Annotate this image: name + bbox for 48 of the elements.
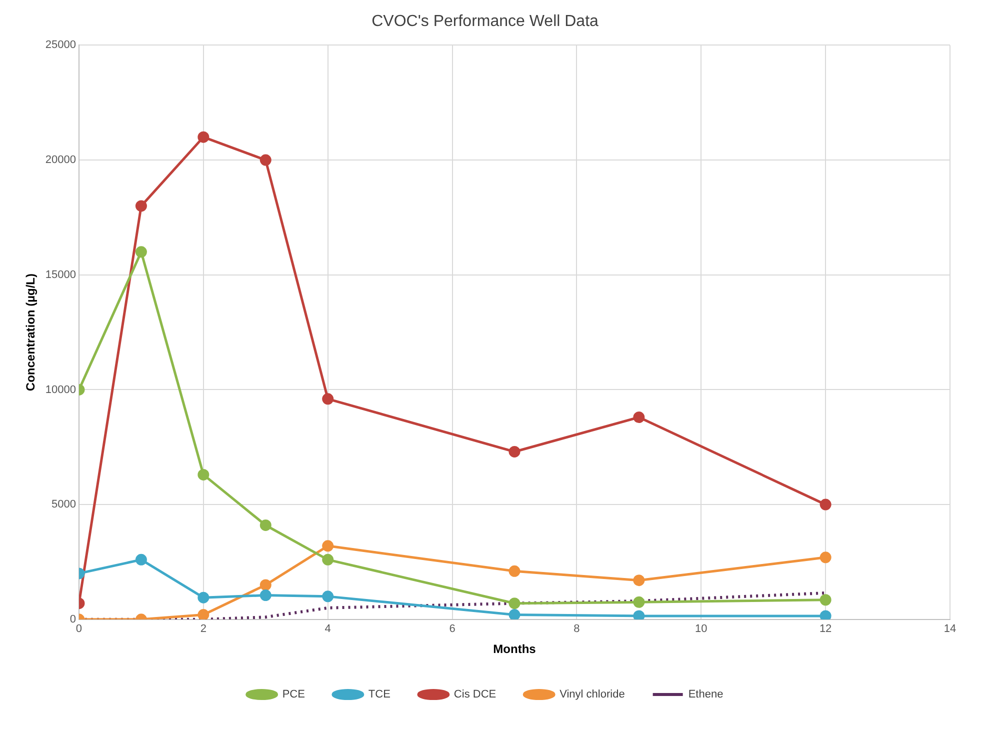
- y-tick-label: 20000: [45, 154, 76, 166]
- x-tick-label: 8: [574, 623, 580, 636]
- y-axis-title: Concentration (µg/L): [24, 274, 38, 392]
- point: [322, 393, 334, 405]
- legend-label: TCE: [368, 688, 390, 701]
- point: [198, 131, 210, 143]
- point: [322, 554, 334, 566]
- legend-label: Vinyl chloride: [560, 688, 625, 701]
- point: [260, 519, 272, 531]
- point: [260, 154, 272, 166]
- point: [135, 200, 147, 212]
- x-tick-label: 10: [695, 623, 708, 636]
- point: [508, 446, 520, 458]
- legend-label: PCE: [282, 688, 305, 701]
- point: [198, 468, 210, 480]
- y-tick-label: 15000: [45, 268, 76, 281]
- point: [198, 609, 210, 620]
- x-tick-label: 2: [200, 623, 206, 636]
- point: [260, 590, 272, 602]
- legend-label: Ethene: [688, 688, 724, 701]
- point: [820, 552, 832, 564]
- x-tick-label: 14: [944, 623, 956, 636]
- point: [633, 596, 645, 608]
- point: [135, 554, 147, 566]
- y-tick-label: 0: [70, 613, 76, 626]
- point: [633, 412, 645, 424]
- legend-label: Cis DCE: [454, 688, 496, 701]
- point: [820, 498, 832, 510]
- x-tick-label: 6: [449, 623, 456, 636]
- point: [322, 540, 334, 552]
- y-tick-label: 25000: [45, 39, 76, 52]
- x-tick-label: 4: [324, 623, 331, 636]
- point: [260, 579, 272, 591]
- point: [820, 610, 832, 620]
- y-tick-label: 10000: [45, 384, 76, 396]
- y-tick-label: 5000: [52, 498, 76, 511]
- point: [198, 592, 210, 604]
- x-tick-label: 12: [819, 623, 832, 636]
- point: [322, 590, 334, 602]
- point: [508, 565, 520, 577]
- point: [135, 246, 147, 258]
- chart-title: CVOC's Performance Well Data: [372, 13, 599, 30]
- point: [820, 594, 832, 606]
- point: [508, 598, 520, 610]
- x-axis-title: Months: [493, 642, 536, 656]
- point: [508, 609, 520, 620]
- point: [633, 610, 645, 620]
- point: [633, 574, 645, 586]
